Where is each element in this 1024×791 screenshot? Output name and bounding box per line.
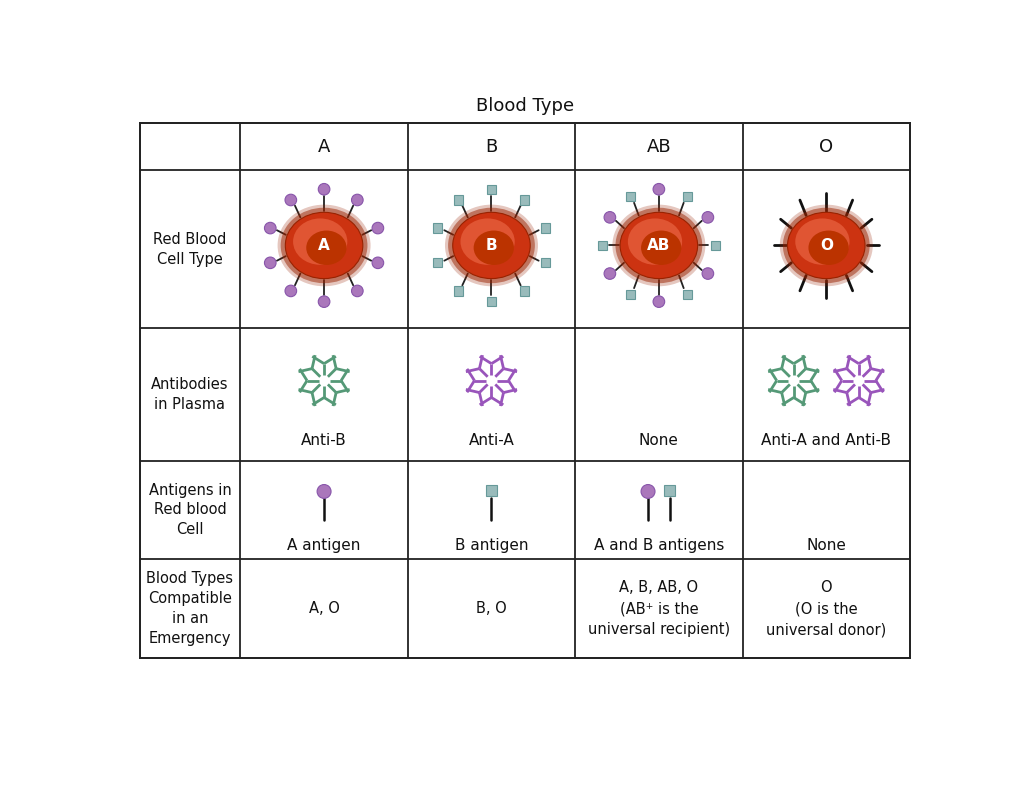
- Ellipse shape: [445, 205, 538, 286]
- Ellipse shape: [612, 205, 706, 286]
- Circle shape: [351, 195, 364, 206]
- Circle shape: [653, 296, 665, 308]
- Text: B, O: B, O: [476, 601, 507, 616]
- Circle shape: [285, 285, 297, 297]
- Circle shape: [604, 211, 615, 223]
- Text: Antibodies
in Plasma: Antibodies in Plasma: [152, 377, 228, 412]
- Ellipse shape: [787, 212, 865, 278]
- Circle shape: [285, 195, 297, 206]
- Ellipse shape: [306, 230, 346, 265]
- Text: Anti-B: Anti-B: [301, 433, 347, 448]
- Ellipse shape: [293, 218, 347, 265]
- Text: B: B: [485, 138, 498, 156]
- Text: Blood Types
Compatible
in an
Emergency: Blood Types Compatible in an Emergency: [146, 571, 233, 645]
- Text: Blood Type: Blood Type: [476, 97, 573, 115]
- Ellipse shape: [628, 218, 682, 265]
- Text: A and B antigens: A and B antigens: [594, 538, 724, 553]
- Circle shape: [351, 285, 364, 297]
- Text: None: None: [639, 433, 679, 448]
- Text: Red Blood
Cell Type: Red Blood Cell Type: [154, 232, 226, 267]
- Text: A, O: A, O: [308, 601, 340, 616]
- Ellipse shape: [281, 208, 368, 283]
- Text: B: B: [485, 238, 498, 253]
- Circle shape: [317, 485, 331, 498]
- Circle shape: [264, 222, 276, 234]
- Circle shape: [264, 257, 276, 269]
- Circle shape: [318, 296, 330, 308]
- Ellipse shape: [453, 212, 530, 278]
- Ellipse shape: [796, 218, 850, 265]
- Circle shape: [604, 268, 615, 279]
- Ellipse shape: [474, 230, 514, 265]
- Text: A antigen: A antigen: [288, 538, 360, 553]
- Text: Anti-A and Anti-B: Anti-A and Anti-B: [761, 433, 891, 448]
- Circle shape: [702, 211, 714, 223]
- Circle shape: [372, 257, 384, 269]
- Ellipse shape: [809, 230, 849, 265]
- Text: AB: AB: [646, 138, 671, 156]
- Ellipse shape: [615, 208, 702, 283]
- Circle shape: [702, 268, 714, 279]
- Ellipse shape: [641, 230, 681, 265]
- Bar: [139, 123, 910, 658]
- Text: Anti-A: Anti-A: [469, 433, 514, 448]
- Text: A: A: [318, 238, 330, 253]
- Ellipse shape: [278, 205, 371, 286]
- Ellipse shape: [286, 212, 362, 278]
- Text: A, B, AB, O
(AB⁺ is the
universal recipient): A, B, AB, O (AB⁺ is the universal recipi…: [588, 580, 730, 637]
- Ellipse shape: [621, 212, 697, 278]
- Text: O: O: [819, 138, 834, 156]
- Text: A: A: [317, 138, 331, 156]
- Text: O
(O is the
universal donor): O (O is the universal donor): [766, 580, 887, 637]
- Ellipse shape: [461, 218, 515, 265]
- Circle shape: [653, 184, 665, 195]
- Text: O: O: [820, 238, 833, 253]
- Text: Antigens in
Red blood
Cell: Antigens in Red blood Cell: [148, 483, 231, 537]
- Circle shape: [372, 222, 384, 234]
- Ellipse shape: [449, 208, 535, 283]
- Ellipse shape: [783, 208, 869, 283]
- Ellipse shape: [779, 205, 872, 286]
- Text: B antigen: B antigen: [455, 538, 528, 553]
- Text: None: None: [806, 538, 846, 553]
- Circle shape: [641, 485, 655, 498]
- Circle shape: [318, 184, 330, 195]
- Text: AB: AB: [647, 238, 671, 253]
